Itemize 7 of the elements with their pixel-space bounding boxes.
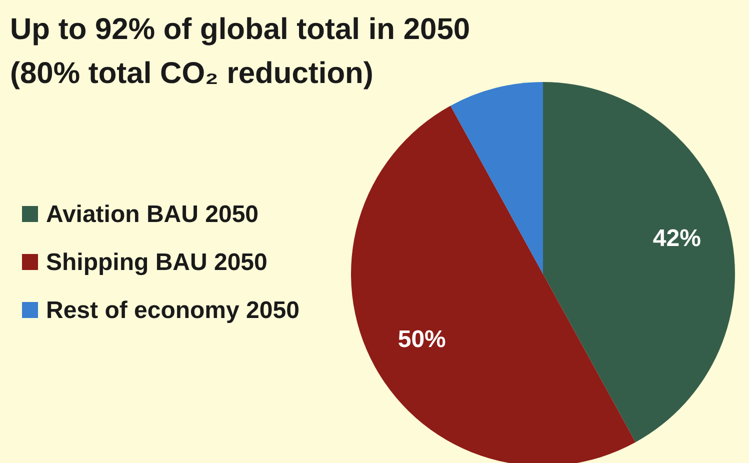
data-label: 42% xyxy=(652,225,701,252)
chart-title: Up to 92% of global total in 2050 xyxy=(10,12,470,48)
chart-subtitle: (80% total CO₂ reduction) xyxy=(10,56,374,92)
legend-label: Rest of economy 2050 xyxy=(46,296,300,326)
legend-label: Aviation BAU 2050 xyxy=(46,200,260,230)
data-label: 50% xyxy=(398,326,446,354)
legend-label: Shipping BAU 2050 xyxy=(46,248,268,278)
